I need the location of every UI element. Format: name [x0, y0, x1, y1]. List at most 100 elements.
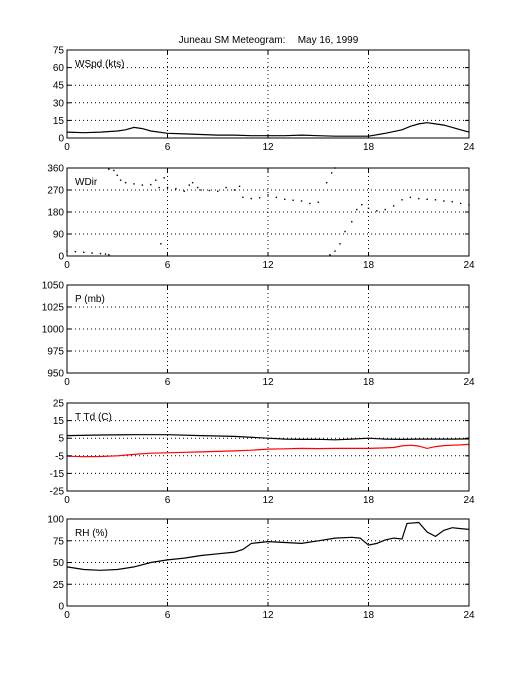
- temp-dewpoint-xtick-label: 24: [463, 495, 475, 506]
- temp-dewpoint-ytick-label: -5: [55, 451, 64, 462]
- pressure-xtick-label: 0: [64, 377, 70, 388]
- wspd-xtick-label: 18: [363, 142, 375, 153]
- pressure-label: P (mb): [75, 294, 105, 305]
- wdir-xtick-label: 0: [64, 260, 70, 271]
- wdir-point: [225, 186, 227, 189]
- wdir-ytick-label: 90: [53, 230, 65, 241]
- wdir-point: [443, 200, 445, 202]
- wdir-point: [242, 196, 244, 199]
- wdir-point: [108, 254, 110, 256]
- temp-dewpoint-xtick-label: 12: [262, 495, 274, 506]
- temp-dewpoint-panel: 0 6 12 18 24 -25 -15 -5 5 15 25 T Td (C): [50, 399, 475, 507]
- wdir-point: [367, 207, 370, 210]
- rh-series-line-0: [66, 521, 470, 571]
- wdir-point: [459, 202, 462, 205]
- wdir-point: [309, 202, 311, 205]
- rh-ytick-label: 100: [47, 515, 64, 526]
- wdir-point: [124, 181, 127, 184]
- pressure-ytick-label: 1050: [42, 281, 65, 292]
- temp-dewpoint-ytick-label: -15: [50, 469, 65, 480]
- wdir-point: [339, 243, 341, 245]
- wdir-point: [74, 250, 77, 253]
- wdir-point: [217, 190, 219, 192]
- wdir-point: [329, 254, 331, 256]
- rh-ytick-label: 75: [53, 536, 65, 547]
- temp-dewpoint-series-line-0: [66, 434, 470, 441]
- wdir-point: [356, 208, 358, 211]
- wdir-point: [317, 201, 319, 203]
- wdir-point: [183, 190, 185, 192]
- wdir-point: [188, 184, 190, 186]
- wspd-panel: 0 6 12 18 24 0 15 30 45 60 75 WSpd (kts): [53, 46, 475, 154]
- wdir-point: [200, 189, 202, 191]
- wdir-point: [141, 184, 144, 186]
- wdir-point: [351, 221, 353, 223]
- wdir-xtick-label: 12: [262, 260, 274, 271]
- wdir-point: [166, 186, 169, 189]
- wdir-point: [133, 183, 135, 185]
- wdir-point: [258, 197, 261, 199]
- wspd-xtick-label: 24: [463, 142, 475, 153]
- wdir-point: [191, 181, 194, 184]
- rh-xtick-label: 12: [262, 610, 274, 621]
- wspd-xtick-label: 6: [165, 142, 171, 153]
- wdir-point: [158, 186, 160, 189]
- wdir-point: [233, 189, 236, 191]
- wdir-point: [238, 185, 241, 188]
- wspd-xtick-label: 12: [262, 142, 274, 153]
- temp-dewpoint-xtick-label: 6: [165, 495, 171, 506]
- wdir-point: [401, 199, 403, 201]
- wdir-point: [160, 243, 162, 245]
- wspd-series-line-0: [66, 122, 470, 137]
- wdir-point: [451, 201, 453, 203]
- wspd-xtick-label: 0: [64, 142, 70, 153]
- wdir-point: [300, 200, 303, 202]
- rh-xtick-label: 6: [165, 610, 171, 621]
- wspd-label: WSpd (kts): [75, 59, 124, 70]
- rh-xtick-label: 0: [64, 610, 70, 621]
- rh-xtick-label: 18: [363, 610, 375, 621]
- wdir-point: [376, 210, 378, 212]
- wdir-point: [108, 168, 110, 170]
- pressure-xtick-label: 24: [463, 377, 475, 388]
- pressure-ytick-label: 950: [47, 369, 64, 380]
- wdir-point: [83, 251, 85, 254]
- wdir-point: [91, 252, 93, 254]
- wdir-xtick-label: 6: [165, 260, 171, 271]
- wdir-ytick-label: 270: [47, 186, 64, 197]
- wdir-point: [113, 169, 115, 172]
- temp-dewpoint-xtick-label: 0: [64, 495, 70, 506]
- wspd-ytick-label: 0: [58, 134, 64, 145]
- wdir-point: [325, 181, 328, 184]
- wdir-point: [175, 188, 177, 190]
- wdir-point: [426, 198, 428, 200]
- wdir-point: [275, 196, 278, 199]
- wdir-ytick-label: 0: [58, 252, 64, 263]
- temp-dewpoint-label: T Td (C): [75, 412, 112, 423]
- wdir-point: [409, 196, 412, 199]
- rh-panel: 0 6 12 18 24 0 25 50 75 100 RH (%): [47, 515, 475, 622]
- wdir-point: [330, 172, 333, 174]
- wdir-point: [434, 199, 437, 201]
- wdir-xtick-label: 24: [463, 260, 475, 271]
- wspd-ytick-label: 60: [53, 63, 65, 74]
- pressure-ytick-label: 1025: [42, 303, 65, 314]
- wdir-point: [267, 194, 269, 196]
- rh-ytick-label: 25: [53, 580, 65, 591]
- wdir-panel: 0 6 12 18 24 0 90 180 270 360 WDir: [47, 164, 475, 272]
- temp-dewpoint-ytick-label: -25: [50, 487, 65, 498]
- wdir-point: [384, 208, 386, 211]
- wdir-point: [334, 250, 336, 252]
- wdir-point: [150, 183, 152, 186]
- wdir-label: WDir: [75, 177, 98, 188]
- rh-ytick-label: 50: [53, 558, 65, 569]
- wdir-point: [418, 197, 420, 200]
- wdir-point: [208, 189, 211, 192]
- temp-dewpoint-ytick-label: 5: [58, 434, 64, 445]
- pressure-panel: 0 6 12 18 24 950 975 1000 1025 1050 P (mb): [42, 281, 475, 389]
- wdir-point: [344, 230, 346, 233]
- wdir-point: [392, 205, 395, 207]
- temp-dewpoint-xtick-label: 18: [363, 495, 375, 506]
- temp-dewpoint-ytick-label: 15: [53, 416, 65, 427]
